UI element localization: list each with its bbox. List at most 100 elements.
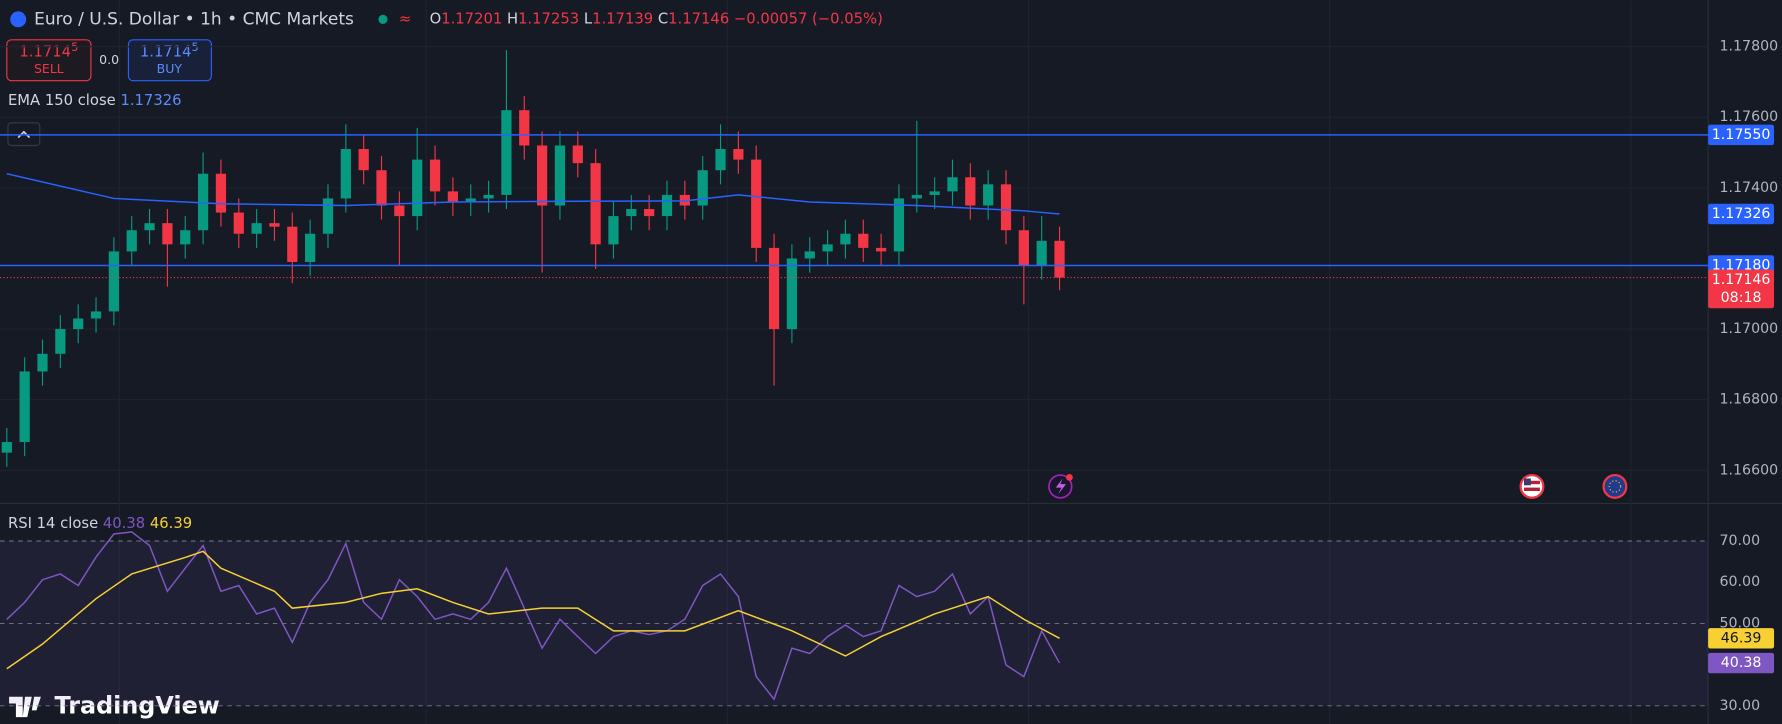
- ohlc-value: 1.17146: [668, 10, 729, 27]
- candle-body: [822, 244, 833, 252]
- y-tick-label: 1.17600: [1719, 109, 1778, 125]
- rsi-tag: 40.38: [1721, 655, 1762, 671]
- candle-body: [983, 184, 994, 206]
- last-price-tag: 1.17146: [1712, 272, 1771, 288]
- candle-body: [786, 258, 798, 330]
- candle-body: [840, 233, 851, 245]
- eu-event[interactable]: [1602, 473, 1628, 499]
- rsi-ma-tag-bg: [1708, 628, 1775, 649]
- status-icon: ≈: [399, 10, 411, 27]
- badge: [1066, 473, 1073, 481]
- last-price-tag-bg: [1708, 269, 1775, 309]
- y-tick-label: 70.00: [1719, 533, 1760, 549]
- y-tick-label: 1.17400: [1719, 180, 1778, 196]
- ema-tag: 1.17326: [1712, 206, 1771, 222]
- rsi-ma-line: [6, 550, 1060, 670]
- flag-canton: [1524, 478, 1531, 486]
- rsi-name: RSI 14 close: [8, 515, 98, 532]
- rsi-ma-value: 46.39: [150, 515, 192, 532]
- ohlc-key: L: [584, 10, 593, 27]
- candle-body: [215, 173, 227, 213]
- symbol-icon: [10, 11, 27, 28]
- candle-body: [1036, 240, 1047, 266]
- last-price-tag-countdown: 08:18: [1721, 290, 1762, 306]
- sell-button[interactable]: 1.17145 SELL: [6, 39, 92, 82]
- candle-body: [376, 170, 387, 206]
- candle-body: [804, 251, 815, 259]
- candle-body: [55, 329, 66, 354]
- y-tick-label: 30.00: [1719, 698, 1760, 714]
- candle-body: [929, 191, 940, 195]
- ohlc-key: O: [430, 10, 442, 27]
- candle-body: [751, 159, 762, 248]
- ohlc-key: H: [507, 10, 518, 27]
- candle-body: [626, 209, 637, 217]
- sell-label: SELL: [34, 61, 64, 76]
- candle-body: [572, 145, 583, 164]
- rsi-line: [6, 531, 1061, 701]
- candle-body: [162, 223, 173, 245]
- y-tick-label: 1.16600: [1719, 462, 1778, 478]
- candle-body: [251, 223, 262, 234]
- rsi-tag-bg: [1708, 652, 1775, 674]
- lightning: [1055, 478, 1067, 495]
- candle-body: [501, 110, 512, 195]
- candle-body: [108, 251, 119, 312]
- candle-body: [608, 216, 619, 245]
- rsi-ma-tag: 46.39: [1721, 630, 1762, 646]
- collapse-button[interactable]: [7, 122, 41, 147]
- y-tick-label: 1.17800: [1719, 39, 1778, 55]
- candle-body: [768, 247, 780, 330]
- market-status: [378, 14, 388, 24]
- candle-body: [536, 145, 548, 206]
- ohlc-value: 1.17253: [518, 10, 579, 27]
- event-icons: [1048, 473, 1628, 499]
- candle-body: [197, 173, 209, 231]
- buy-button[interactable]: 1.17145 BUY: [127, 39, 212, 82]
- candle-body: [429, 159, 441, 192]
- y-tick-label: 60.00: [1719, 574, 1760, 590]
- candle-body: [875, 247, 887, 252]
- y-tick-label: 50.00: [1719, 615, 1760, 631]
- ema-legend[interactable]: EMA 150 close 1.17326: [8, 92, 182, 109]
- sell-box: [6, 39, 92, 82]
- buy-price: 1.17145: [140, 40, 199, 61]
- candle-body: [858, 233, 869, 248]
- candle-body: [661, 194, 673, 217]
- candle-body: [412, 159, 423, 217]
- candle-body: [947, 177, 958, 192]
- hline-tag-bg: [1708, 124, 1775, 146]
- candle-body: [340, 149, 351, 199]
- ohlc-value: 1.17139: [592, 10, 653, 27]
- rsi-panel: [0, 503, 1709, 724]
- candle-body: [483, 194, 494, 199]
- candle-body: [1, 442, 12, 453]
- chevron: [17, 130, 31, 139]
- candle-body: [322, 198, 334, 234]
- candle-body: [965, 177, 976, 206]
- ema-name: EMA 150 close: [8, 92, 116, 109]
- candle-body: [358, 149, 369, 171]
- symbol-title[interactable]: Euro / U.S. Dollar • 1h • CMC Markets: [34, 9, 354, 29]
- spread: 0.0: [99, 52, 119, 67]
- rsi-value: 40.38: [103, 515, 145, 532]
- flag-stripe: [1524, 487, 1540, 491]
- buy-label: BUY: [157, 61, 183, 76]
- candle-body: [1018, 230, 1029, 266]
- ema-line: [6, 173, 1060, 215]
- candle-body: [287, 226, 298, 263]
- candle-body: [697, 170, 708, 206]
- candle-body: [893, 198, 905, 252]
- rsi-legend[interactable]: RSI 14 close 40.38 46.39: [8, 515, 192, 532]
- ema-tag-bg: [1708, 203, 1775, 225]
- candle-body: [144, 223, 155, 231]
- buy-box: [127, 39, 212, 82]
- eu-stars: [1608, 480, 1622, 493]
- candle-body: [519, 110, 530, 146]
- candle-body: [465, 198, 476, 202]
- ohlc-key: C: [658, 10, 668, 27]
- candle-body: [394, 205, 405, 217]
- y-tick-label: 1.16800: [1719, 392, 1778, 408]
- collapse-box: [7, 122, 41, 147]
